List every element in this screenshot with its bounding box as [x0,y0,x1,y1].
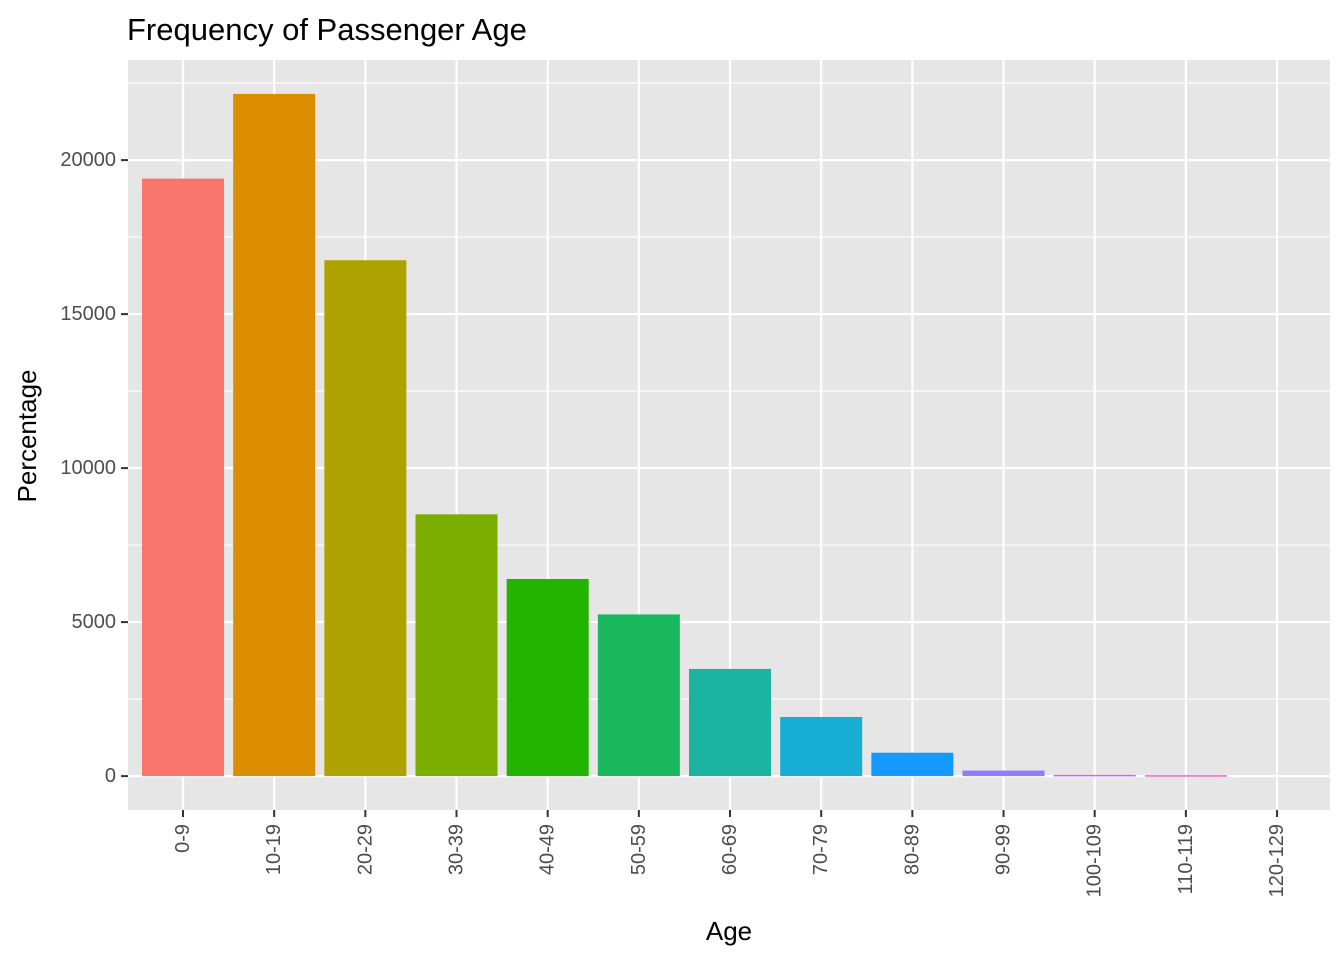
x-tick-label: 90-99 [993,824,1015,875]
x-tick-label: 10-19 [263,824,285,875]
y-axis-label: Percentage [12,370,42,503]
bar-50-59 [597,614,680,777]
bar-100-109 [1053,774,1136,777]
bar-60-69 [689,668,772,777]
x-axis-label: Age [706,916,752,946]
x-axis-ticks: 0-9 10-19 20-29 30-39 40-49 50-59 60-69 70-79 80… [172,810,1288,897]
x-tick-label: 120-129 [1266,824,1288,897]
y-tick-label: 0 [105,765,116,787]
bar-110-119 [1144,775,1227,777]
bars [142,93,1227,777]
y-tick-label: 15000 [60,303,116,325]
y-tick-label: 5000 [72,611,117,633]
x-tick-label: 20-29 [354,824,376,875]
x-tick-label: 100-109 [1084,824,1106,897]
x-tick-label: 0-9 [172,824,194,853]
x-tick-label: 60-69 [719,824,741,875]
bar-0-9 [142,178,224,777]
bar-90-99 [962,770,1045,777]
x-tick-label: 110-119 [1175,824,1197,894]
bar-40-49 [506,578,589,777]
bar-30-39 [415,514,498,777]
bar-10-19 [233,93,316,777]
x-tick-label: 70-79 [810,824,832,875]
x-tick-label: 50-59 [628,824,650,875]
y-tick-label: 20000 [60,149,116,171]
x-tick-label: 40-49 [537,824,559,875]
bar-70-79 [780,716,863,777]
y-tick-label: 10000 [60,457,116,479]
bar-20-29 [324,260,407,777]
bar-80-89 [871,752,954,777]
y-axis-ticks: 0 5000 10000 15000 20000 [60,149,128,787]
chart-title: Frequency of Passenger Age [127,12,527,47]
x-tick-label: 80-89 [901,824,923,875]
x-tick-label: 30-39 [446,824,468,875]
